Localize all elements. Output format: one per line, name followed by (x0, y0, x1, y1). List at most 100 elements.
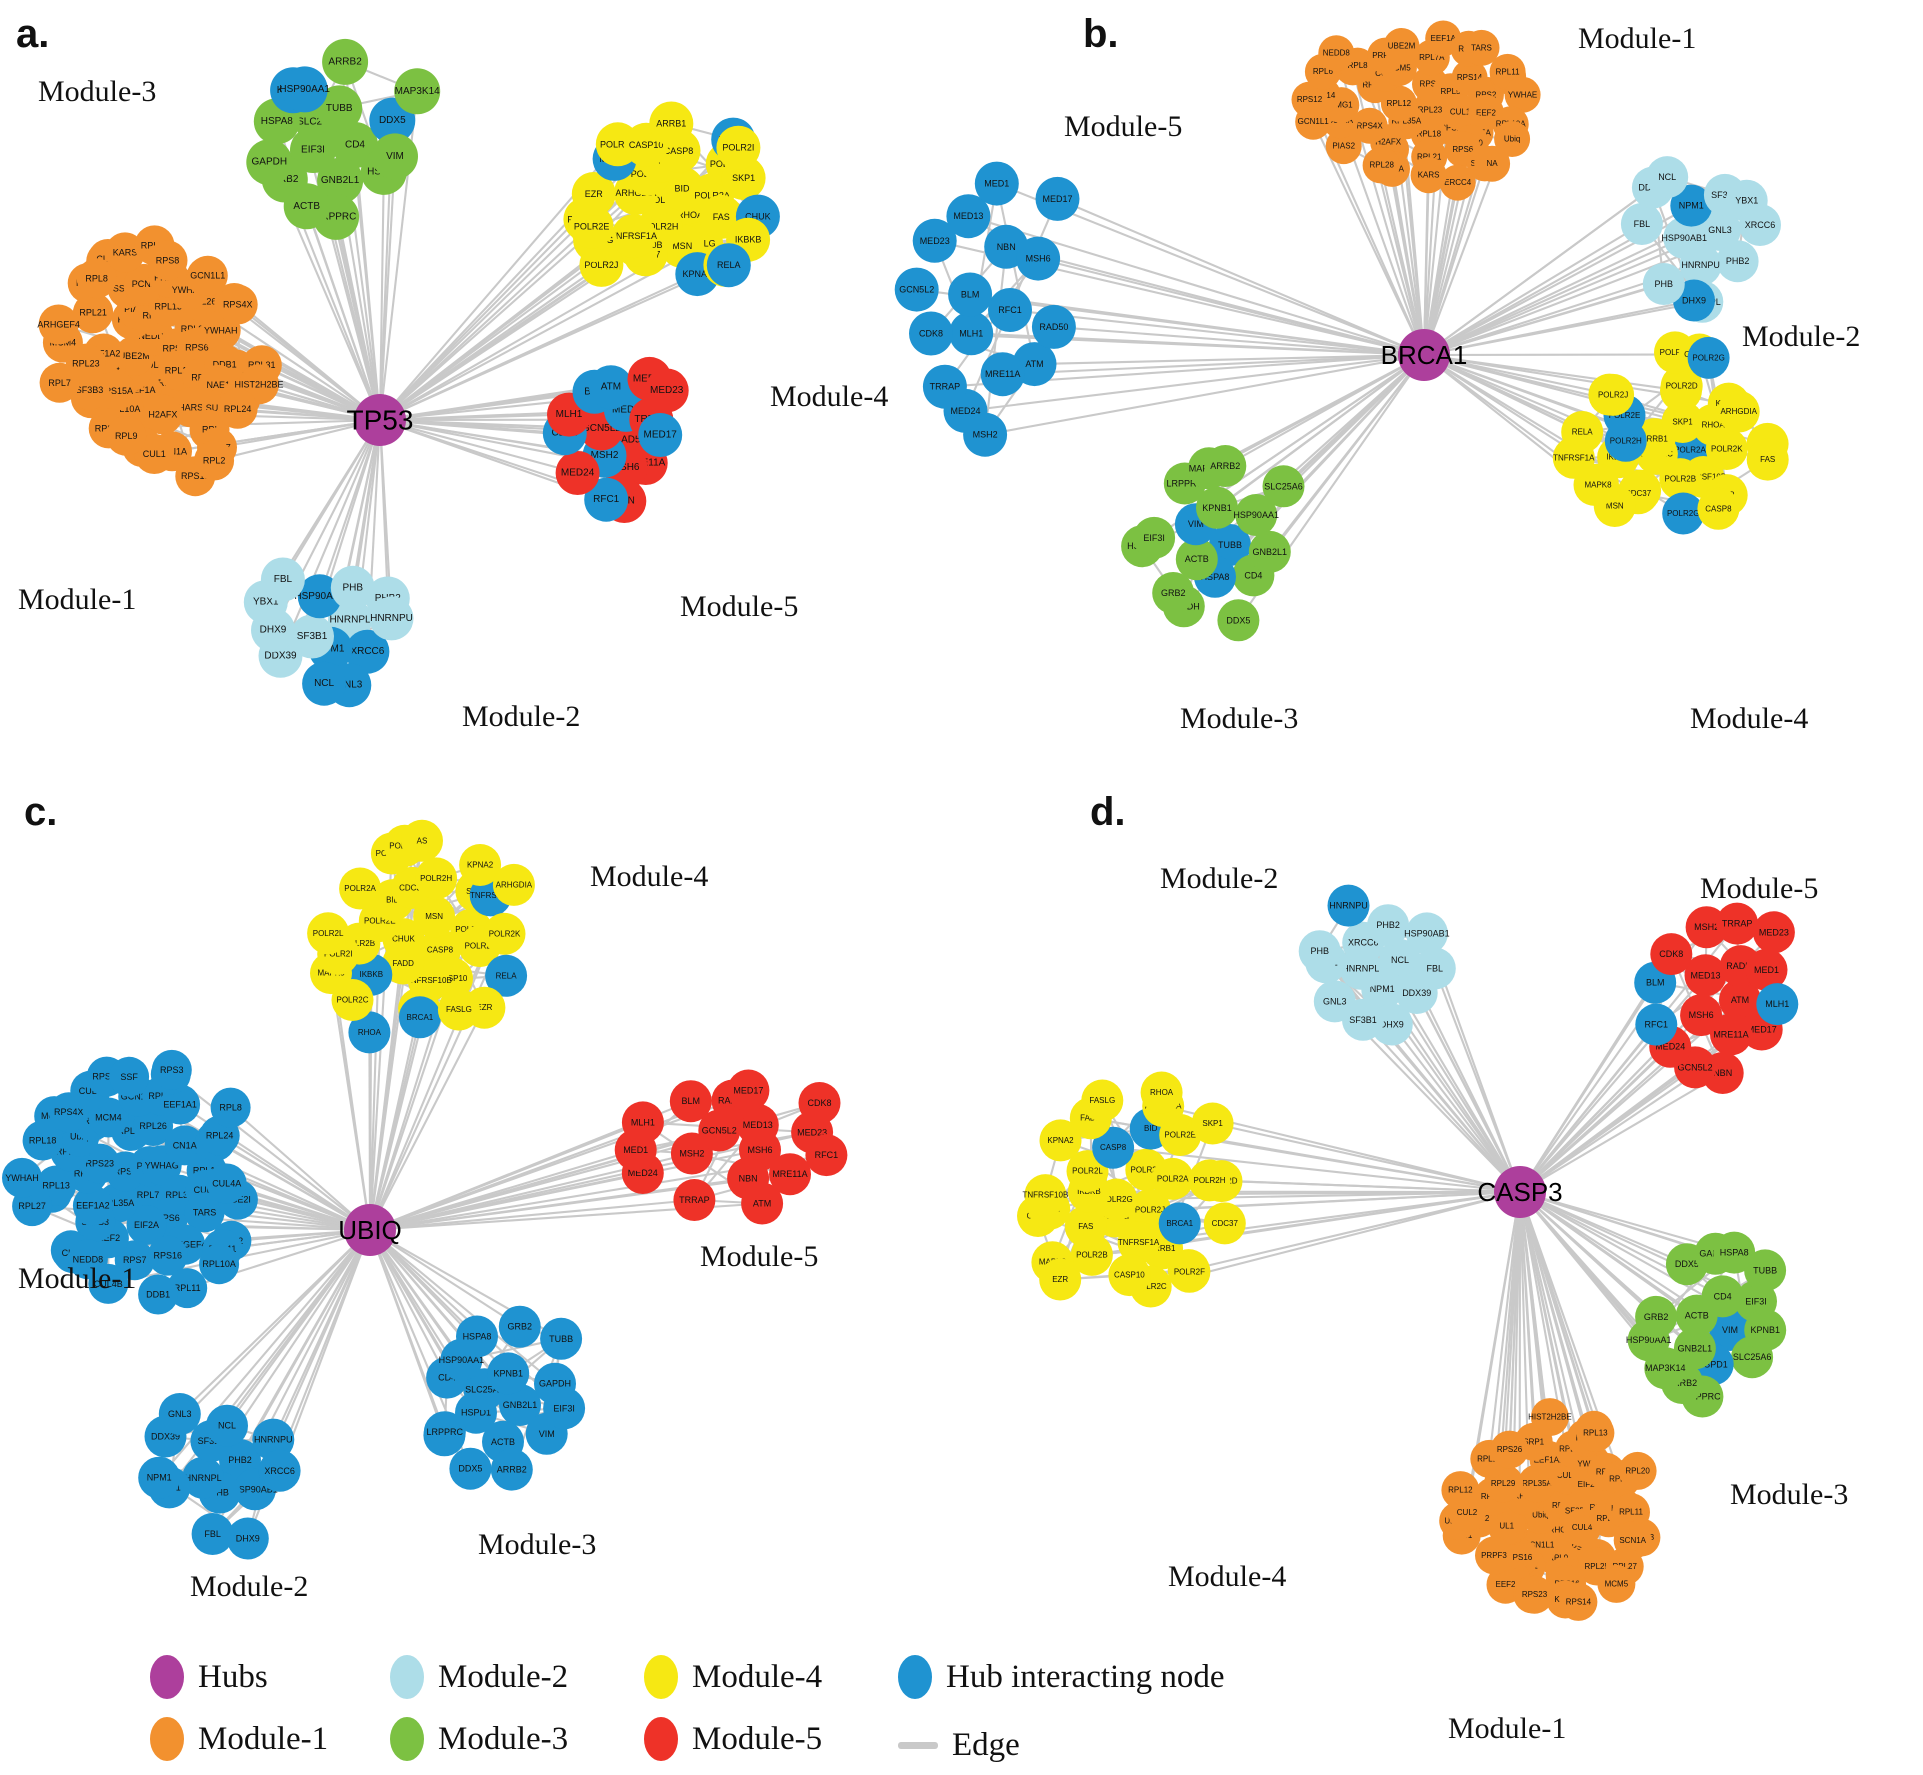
network-node[interactable]: POLR2J (1592, 373, 1635, 416)
network-node[interactable]: TRRAP (922, 364, 967, 409)
network-node[interactable]: ATM (741, 1182, 784, 1225)
network-node[interactable]: MSH6 (1016, 236, 1061, 281)
network-node[interactable]: POLR2G (1687, 336, 1730, 379)
network-node[interactable]: SKP1 (1191, 1102, 1234, 1145)
network-node[interactable]: FBL (191, 1513, 234, 1555)
network-node[interactable]: XRCC6 (258, 1449, 301, 1492)
network-node[interactable]: GNL3 (158, 1393, 201, 1435)
network-node[interactable]: DDB1 (138, 1274, 179, 1315)
network-node[interactable]: RPL8 (210, 1087, 251, 1128)
network-node[interactable]: EIF3I (1133, 516, 1176, 559)
network-node[interactable]: RPS8 (147, 240, 188, 281)
network-node[interactable]: YWHAH (2, 1157, 42, 1198)
network-node[interactable]: GCN5L2 (894, 267, 939, 312)
network-node[interactable]: MED24 (555, 451, 600, 495)
network-node[interactable]: GAPDH (246, 139, 293, 186)
network-node[interactable]: PHB2 (1716, 240, 1759, 283)
network-node[interactable]: BRCA1 (1158, 1202, 1201, 1245)
network-node[interactable]: FASLG (1081, 1079, 1124, 1122)
network-node[interactable]: RELA (706, 243, 751, 288)
network-node[interactable]: POLR2A (1151, 1157, 1194, 1200)
network-node[interactable]: TRRAP (673, 1179, 716, 1221)
network-node[interactable]: NCL (1646, 156, 1689, 199)
network-node[interactable]: EZR (1039, 1258, 1082, 1301)
network-node[interactable]: MLH1 (1756, 983, 1799, 1026)
network-node[interactable]: NPM1 (138, 1456, 181, 1499)
network-node[interactable]: PHB2 (1367, 904, 1410, 947)
network-node[interactable]: PHB (1642, 263, 1685, 305)
network-node[interactable]: FBL (1620, 203, 1663, 245)
network-node[interactable]: VIM (372, 133, 418, 180)
network-node[interactable]: EIF3I (543, 1387, 586, 1430)
network-node[interactable]: CDK8 (798, 1082, 841, 1124)
network-node[interactable]: MED17 (1035, 176, 1080, 221)
network-node[interactable]: FAS (1746, 438, 1789, 481)
network-node[interactable]: NCL (302, 661, 347, 706)
network-node[interactable]: DDX5 (1217, 599, 1260, 642)
network-node[interactable]: GRB2 (1635, 1295, 1678, 1338)
network-node[interactable]: BRCA1 (398, 996, 441, 1039)
network-node[interactable]: MLH1 (621, 1101, 664, 1144)
network-node[interactable]: TUBB (540, 1317, 583, 1360)
network-node[interactable]: TUBB (1744, 1249, 1787, 1292)
network-node[interactable]: RPL13 (1576, 1414, 1615, 1452)
network-node[interactable]: BLM (669, 1080, 712, 1123)
network-node[interactable]: RHOA (1140, 1071, 1183, 1114)
network-node[interactable]: RAD50 (1031, 304, 1076, 349)
network-node[interactable]: NCL (206, 1404, 248, 1447)
network-node[interactable]: CDK8 (1650, 933, 1693, 976)
network-node[interactable]: RPL10A (199, 1244, 240, 1285)
network-node[interactable]: GNB2L1 (1248, 530, 1291, 573)
network-node[interactable]: RPS4X (217, 284, 258, 325)
network-node[interactable]: TRRAP (1716, 902, 1759, 945)
network-node[interactable]: PHB (1298, 930, 1341, 973)
network-node[interactable]: HNRNPU (1327, 884, 1370, 927)
network-node[interactable]: POLR2A (339, 867, 382, 910)
network-node[interactable]: FBL (260, 557, 305, 602)
network-node[interactable]: UBE2M (1383, 28, 1420, 64)
network-node[interactable]: CDK8 (909, 311, 953, 356)
network-node[interactable]: RPS23 (1515, 1575, 1554, 1614)
network-node[interactable]: MED17 (727, 1069, 770, 1112)
network-node[interactable]: KARS (1410, 157, 1447, 194)
network-node[interactable]: NEDD8 (1318, 35, 1355, 72)
network-node[interactable]: MED23 (1752, 911, 1795, 954)
network-node[interactable]: RELA (1561, 411, 1604, 453)
network-node[interactable]: NA (1474, 145, 1511, 182)
network-node[interactable]: ARRB1 (649, 101, 694, 146)
network-node[interactable]: MCM5 (1597, 1564, 1636, 1603)
network-node[interactable]: RPS14 (1559, 1582, 1598, 1621)
network-node[interactable]: CDC37 (1203, 1202, 1246, 1245)
network-node[interactable]: ATM (588, 365, 633, 410)
network-node[interactable]: RPL12 (1441, 1471, 1480, 1510)
network-node[interactable]: GRB2 (1152, 572, 1195, 614)
network-node[interactable]: CASP10 (1108, 1254, 1151, 1297)
network-node[interactable]: RPL28 (1363, 147, 1400, 184)
network-node[interactable]: POLR2F (1168, 1250, 1211, 1293)
network-node[interactable]: MSH6 (1680, 994, 1723, 1037)
network-node[interactable]: MED1 (974, 161, 1019, 206)
network-node[interactable]: RFC1 (988, 288, 1032, 332)
network-node[interactable]: MRE11A (980, 352, 1025, 397)
network-node[interactable]: SLC25A6 (1262, 465, 1305, 508)
network-node[interactable]: MLH1 (949, 311, 994, 356)
network-node[interactable]: POLR2I (716, 125, 761, 170)
network-node[interactable]: CUL4A (206, 1163, 247, 1204)
network-node[interactable]: KPNB1 (487, 1352, 530, 1395)
network-node[interactable]: RFC1 (805, 1134, 848, 1177)
network-node[interactable]: HSPA8 (456, 1315, 498, 1358)
network-node[interactable]: ARHGDIA (492, 863, 535, 906)
network-node[interactable]: RPL20 (1618, 1451, 1657, 1490)
network-node[interactable]: POLR2L (307, 912, 350, 955)
network-node[interactable]: RPL2 (194, 440, 235, 481)
network-node[interactable]: MAP3K14 (394, 68, 441, 115)
network-node[interactable]: FBL (1413, 947, 1456, 990)
network-node[interactable]: KPNB1 (1744, 1309, 1787, 1352)
network-node[interactable]: PRPF3 (1475, 1536, 1513, 1575)
network-node[interactable]: POLR2H (415, 857, 458, 900)
network-node[interactable]: POLR2K (1705, 428, 1748, 470)
network-node[interactable]: GNL3 (1313, 980, 1356, 1023)
network-node[interactable]: RFC1 (1635, 1003, 1678, 1046)
network-node[interactable]: GRB2 (498, 1305, 541, 1348)
network-node[interactable]: DDX5 (449, 1447, 492, 1490)
